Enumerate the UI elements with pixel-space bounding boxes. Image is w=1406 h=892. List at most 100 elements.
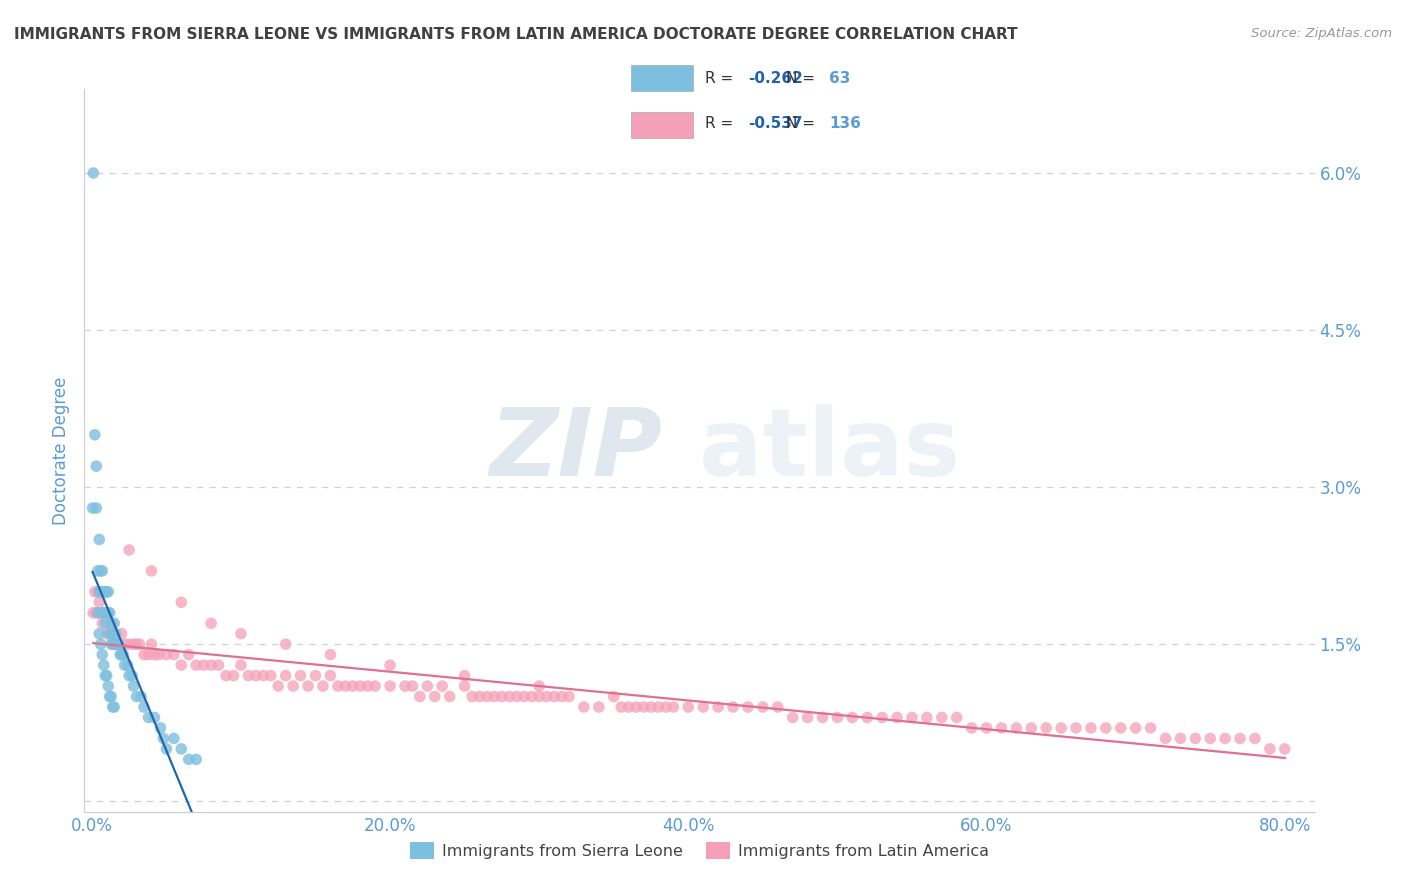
Point (1064, 721, 1087, 735)
Text: -0.537: -0.537 (748, 116, 803, 131)
Point (170, 595, 193, 609)
Point (856, 710, 879, 724)
Point (229, 626, 252, 640)
Point (678, 700, 700, 714)
Point (378, 679, 401, 693)
Point (1139, 721, 1161, 735)
Point (128, 637, 150, 651)
Point (416, 679, 439, 693)
Point (513, 690, 536, 704)
Point (143, 710, 166, 724)
Point (138, 710, 160, 724)
Point (107, 637, 129, 651)
Point (121, 668, 143, 682)
Point (707, 700, 730, 714)
Text: ZIP: ZIP (489, 404, 662, 497)
Point (155, 742, 177, 756)
Point (91, 606, 114, 620)
Point (588, 700, 610, 714)
Point (111, 648, 134, 662)
Point (143, 648, 166, 662)
Point (125, 637, 148, 651)
Point (1080, 721, 1102, 735)
Text: 63: 63 (830, 71, 851, 87)
Point (98, 690, 121, 704)
Point (252, 668, 274, 682)
FancyBboxPatch shape (631, 65, 693, 91)
Point (118, 543, 141, 558)
Point (103, 637, 125, 651)
Text: atlas: atlas (700, 404, 960, 497)
Point (1184, 731, 1206, 746)
Point (506, 690, 529, 704)
Point (737, 700, 759, 714)
Point (89, 595, 111, 609)
Point (93, 606, 115, 620)
Point (89, 626, 111, 640)
Point (155, 648, 177, 662)
Point (98, 626, 121, 640)
Text: 136: 136 (830, 116, 860, 131)
Point (610, 700, 633, 714)
Point (550, 690, 572, 704)
Point (527, 679, 550, 693)
Point (342, 679, 364, 693)
Point (87, 606, 110, 620)
Point (491, 690, 513, 704)
Point (915, 710, 938, 724)
Point (655, 700, 678, 714)
Text: N =: N = (786, 116, 820, 131)
Point (931, 710, 953, 724)
Point (111, 626, 134, 640)
Point (364, 679, 387, 693)
Text: R =: R = (706, 116, 738, 131)
Point (125, 690, 148, 704)
Point (886, 710, 908, 724)
Point (453, 668, 475, 682)
Point (692, 700, 714, 714)
Point (91, 564, 114, 578)
Point (98, 606, 121, 620)
Point (960, 721, 983, 735)
Point (163, 731, 186, 746)
Point (138, 648, 160, 662)
Point (148, 648, 170, 662)
Point (811, 710, 834, 724)
Text: N =: N = (786, 71, 820, 87)
Point (572, 700, 595, 714)
Point (87, 584, 110, 599)
Point (97, 584, 120, 599)
Point (633, 700, 655, 714)
Point (90, 584, 112, 599)
Point (238, 668, 260, 682)
Point (101, 637, 124, 651)
Point (101, 626, 124, 640)
Point (297, 679, 319, 693)
Y-axis label: Doctorate Degree: Doctorate Degree (52, 376, 70, 524)
Point (82, 606, 104, 620)
Point (186, 752, 208, 766)
Point (87, 564, 110, 578)
Point (484, 690, 506, 704)
Point (1170, 731, 1192, 746)
Point (103, 700, 125, 714)
Point (83, 427, 105, 442)
Point (97, 679, 120, 693)
Point (129, 690, 152, 704)
Point (118, 668, 141, 682)
Point (617, 700, 640, 714)
Point (319, 648, 342, 662)
Point (349, 679, 371, 693)
Point (721, 700, 744, 714)
Point (439, 690, 461, 704)
Point (245, 668, 267, 682)
Point (326, 679, 349, 693)
Point (752, 700, 775, 714)
Point (90, 637, 112, 651)
Point (82, 501, 104, 516)
Point (1213, 731, 1236, 746)
Point (229, 658, 252, 673)
Point (274, 637, 297, 651)
Point (207, 658, 229, 673)
Point (186, 658, 208, 673)
